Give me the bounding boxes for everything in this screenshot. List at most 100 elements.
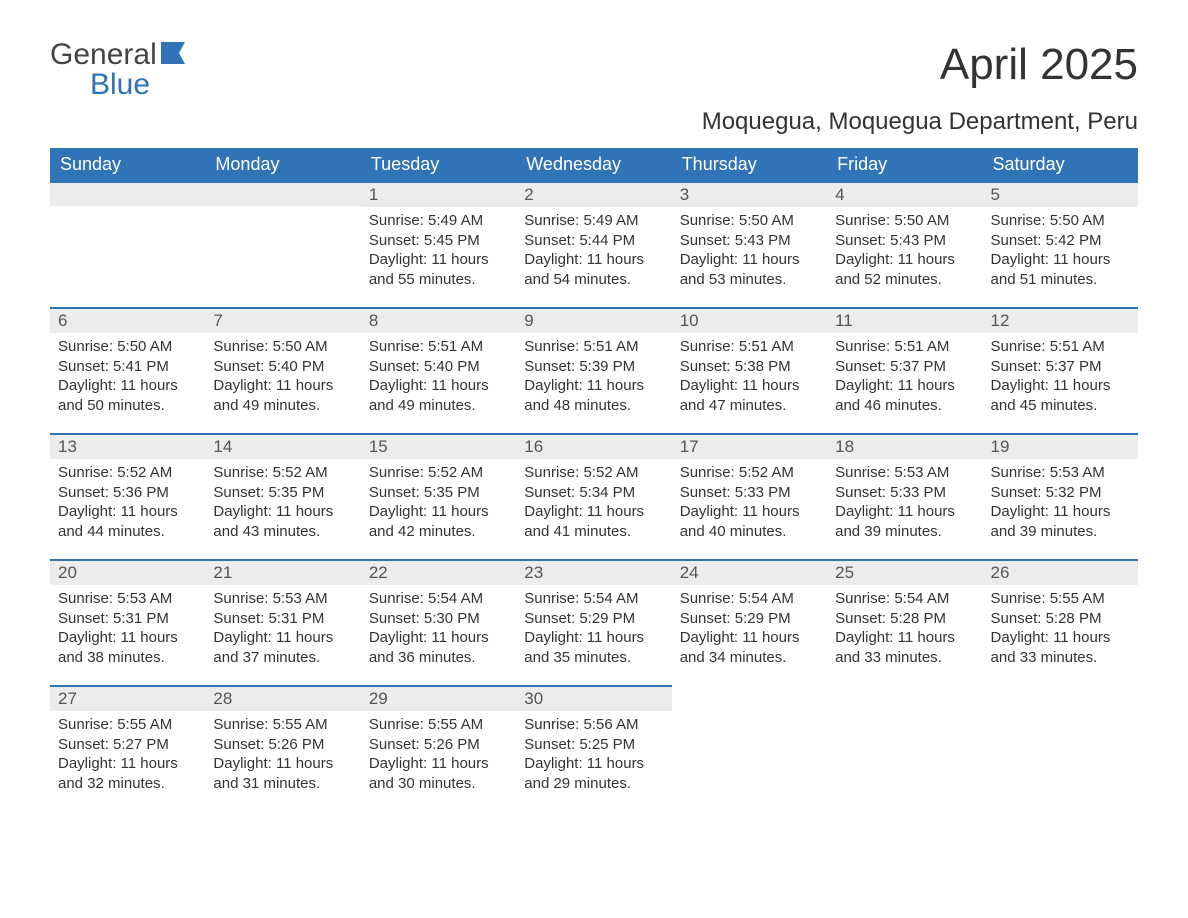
sunrise-line-label: Sunrise:: [213, 464, 272, 481]
daylight-line: Daylight: 11 hours and 49 minutes.: [369, 376, 508, 415]
calendar-day-cell: 2Sunrise: 5:49 AMSunset: 5:44 PMDaylight…: [516, 181, 671, 307]
sunrise-line: Sunrise: 5:55 AM: [369, 715, 508, 735]
day-body: Sunrise: 5:55 AMSunset: 5:27 PMDaylight:…: [50, 711, 205, 803]
sunset-line: Sunset: 5:29 PM: [680, 609, 819, 629]
sunset-line-value: 5:42 PM: [1046, 232, 1102, 249]
sunrise-line-value: 5:53 AM: [117, 590, 172, 607]
day-body: Sunrise: 5:52 AMSunset: 5:35 PMDaylight:…: [361, 459, 516, 551]
sunrise-line: Sunrise: 5:54 AM: [835, 589, 974, 609]
sunrise-line: Sunrise: 5:51 AM: [991, 337, 1130, 357]
daylight-line: Daylight: 11 hours and 40 minutes.: [680, 502, 819, 541]
sunrise-line-label: Sunrise:: [58, 590, 117, 607]
sunset-line-value: 5:28 PM: [1046, 610, 1102, 627]
day-number: 27: [50, 687, 205, 711]
sunrise-line-label: Sunrise:: [524, 464, 583, 481]
logo-word2: Blue: [90, 70, 150, 100]
day-number: 18: [827, 435, 982, 459]
day-number: 17: [672, 435, 827, 459]
sunset-line-label: Sunset:: [835, 358, 890, 375]
sunset-line: Sunset: 5:33 PM: [835, 483, 974, 503]
sunrise-line-value: 5:52 AM: [117, 464, 172, 481]
day-body: Sunrise: 5:52 AMSunset: 5:35 PMDaylight:…: [205, 459, 360, 551]
sunrise-line-value: 5:50 AM: [1050, 212, 1105, 229]
day-wrap: 2Sunrise: 5:49 AMSunset: 5:44 PMDaylight…: [516, 181, 671, 299]
calendar-day-cell: 25Sunrise: 5:54 AMSunset: 5:28 PMDayligh…: [827, 559, 982, 685]
day-body: Sunrise: 5:50 AMSunset: 5:43 PMDaylight:…: [827, 207, 982, 299]
daylight-line: Daylight: 11 hours and 43 minutes.: [213, 502, 352, 541]
sunset-line-label: Sunset:: [991, 484, 1046, 501]
sunrise-line: Sunrise: 5:53 AM: [58, 589, 197, 609]
sunset-line-label: Sunset:: [58, 484, 113, 501]
daylight-line: Daylight: 11 hours and 32 minutes.: [58, 754, 197, 793]
calendar-day-cell: 22Sunrise: 5:54 AMSunset: 5:30 PMDayligh…: [361, 559, 516, 685]
sunrise-line-value: 5:50 AM: [739, 212, 794, 229]
sunrise-line-value: 5:54 AM: [583, 590, 638, 607]
daylight-line-label: Daylight:: [213, 377, 276, 394]
sunset-line-label: Sunset:: [680, 232, 735, 249]
daylight-line-label: Daylight:: [213, 503, 276, 520]
sunrise-line-value: 5:49 AM: [428, 212, 483, 229]
sunrise-line: Sunrise: 5:51 AM: [680, 337, 819, 357]
daylight-line: Daylight: 11 hours and 55 minutes.: [369, 250, 508, 289]
sunset-line-label: Sunset:: [58, 736, 113, 753]
sunset-line-label: Sunset:: [991, 358, 1046, 375]
calendar-empty-cell: [983, 685, 1138, 811]
sunset-line: Sunset: 5:29 PM: [524, 609, 663, 629]
sunrise-line: Sunrise: 5:50 AM: [991, 211, 1130, 231]
daylight-line-label: Daylight:: [58, 503, 121, 520]
sunset-line-value: 5:31 PM: [113, 610, 169, 627]
sunrise-line-label: Sunrise:: [213, 590, 272, 607]
daylight-line-label: Daylight:: [835, 629, 898, 646]
sunset-line-label: Sunset:: [680, 610, 735, 627]
calendar-day-cell: 10Sunrise: 5:51 AMSunset: 5:38 PMDayligh…: [672, 307, 827, 433]
day-number: 28: [205, 687, 360, 711]
day-wrap: 30Sunrise: 5:56 AMSunset: 5:25 PMDayligh…: [516, 685, 671, 803]
calendar-day-cell: 24Sunrise: 5:54 AMSunset: 5:29 PMDayligh…: [672, 559, 827, 685]
sunset-line-label: Sunset:: [991, 232, 1046, 249]
day-number: 3: [672, 183, 827, 207]
sunrise-line: Sunrise: 5:53 AM: [213, 589, 352, 609]
day-wrap: 7Sunrise: 5:50 AMSunset: 5:40 PMDaylight…: [205, 307, 360, 425]
sunset-line-label: Sunset:: [58, 610, 113, 627]
sunrise-line: Sunrise: 5:52 AM: [680, 463, 819, 483]
logo-line1: General: [50, 40, 191, 70]
calendar-day-cell: 8Sunrise: 5:51 AMSunset: 5:40 PMDaylight…: [361, 307, 516, 433]
day-number: 11: [827, 309, 982, 333]
daylight-line: Daylight: 11 hours and 44 minutes.: [58, 502, 197, 541]
sunrise-line: Sunrise: 5:50 AM: [213, 337, 352, 357]
sunrise-line-label: Sunrise:: [991, 212, 1050, 229]
sunset-line: Sunset: 5:32 PM: [991, 483, 1130, 503]
sunset-line-value: 5:36 PM: [113, 484, 169, 501]
daylight-line: Daylight: 11 hours and 33 minutes.: [835, 628, 974, 667]
daylight-line-label: Daylight:: [524, 629, 587, 646]
sunrise-line-value: 5:53 AM: [894, 464, 949, 481]
sunset-line-label: Sunset:: [524, 232, 579, 249]
day-body: Sunrise: 5:51 AMSunset: 5:38 PMDaylight:…: [672, 333, 827, 425]
sunrise-line-label: Sunrise:: [991, 338, 1050, 355]
sunrise-line-value: 5:51 AM: [894, 338, 949, 355]
sunrise-line: Sunrise: 5:56 AM: [524, 715, 663, 735]
sunrise-line: Sunrise: 5:55 AM: [58, 715, 197, 735]
daylight-line-label: Daylight:: [524, 755, 587, 772]
daylight-line: Daylight: 11 hours and 39 minutes.: [991, 502, 1130, 541]
day-number: 20: [50, 561, 205, 585]
sunrise-line-value: 5:50 AM: [273, 338, 328, 355]
calendar-day-cell: 16Sunrise: 5:52 AMSunset: 5:34 PMDayligh…: [516, 433, 671, 559]
daylight-line-label: Daylight:: [524, 251, 587, 268]
day-wrap: 10Sunrise: 5:51 AMSunset: 5:38 PMDayligh…: [672, 307, 827, 425]
calendar-day-cell: 29Sunrise: 5:55 AMSunset: 5:26 PMDayligh…: [361, 685, 516, 811]
sunset-line: Sunset: 5:43 PM: [680, 231, 819, 251]
sunrise-line: Sunrise: 5:50 AM: [58, 337, 197, 357]
day-body: Sunrise: 5:52 AMSunset: 5:34 PMDaylight:…: [516, 459, 671, 551]
day-body: Sunrise: 5:55 AMSunset: 5:26 PMDaylight:…: [205, 711, 360, 803]
sunset-line: Sunset: 5:34 PM: [524, 483, 663, 503]
weekday-header: Wednesday: [516, 148, 671, 181]
day-wrap: 5Sunrise: 5:50 AMSunset: 5:42 PMDaylight…: [983, 181, 1138, 299]
day-number: 2: [516, 183, 671, 207]
sunrise-line: Sunrise: 5:52 AM: [213, 463, 352, 483]
sunrise-line-value: 5:49 AM: [583, 212, 638, 229]
daylight-line-label: Daylight:: [835, 503, 898, 520]
day-body: Sunrise: 5:51 AMSunset: 5:37 PMDaylight:…: [983, 333, 1138, 425]
sunrise-line-label: Sunrise:: [680, 212, 739, 229]
sunset-line: Sunset: 5:42 PM: [991, 231, 1130, 251]
